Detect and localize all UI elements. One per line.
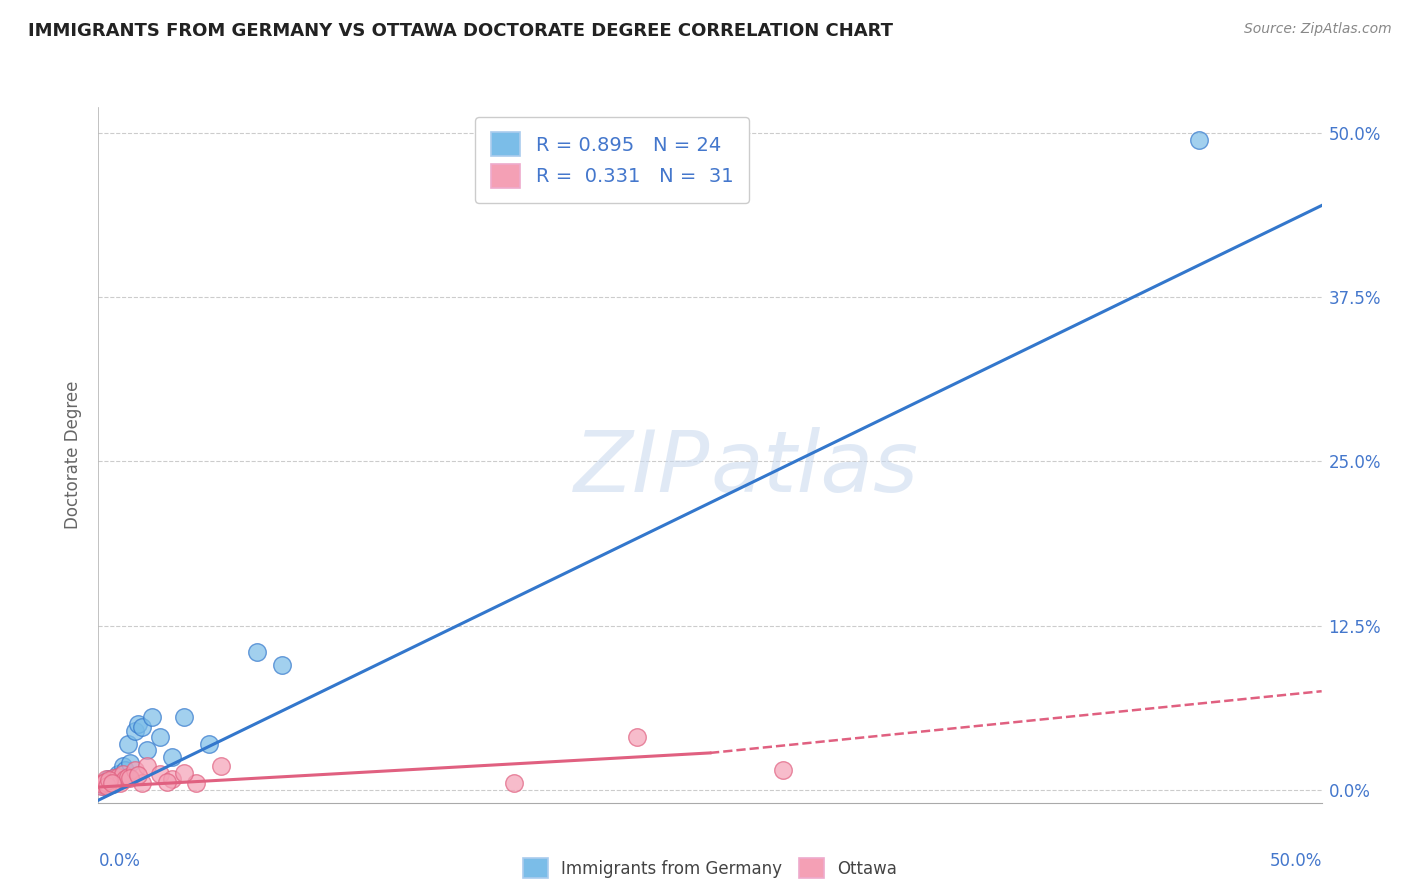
Point (626, 730, 648, 744)
Point (91, 779, 114, 793)
Point (107, 770, 129, 784)
Point (97, 772, 120, 787)
Point (101, 771, 124, 785)
Point (117, 737, 139, 751)
Point (100, 776, 122, 790)
Text: IMMIGRANTS FROM GERMANY VS OTTAWA DOCTORATE DEGREE CORRELATION CHART: IMMIGRANTS FROM GERMANY VS OTTAWA DOCTOR… (28, 22, 893, 40)
Point (131, 776, 153, 790)
Point (127, 717, 149, 731)
Point (114, 772, 136, 787)
Point (94, 772, 117, 787)
Point (91, 777, 114, 791)
Legend: Immigrants from Germany, Ottawa: Immigrants from Germany, Ottawa (516, 851, 904, 885)
Point (94, 776, 117, 790)
Point (131, 720, 153, 734)
Point (101, 777, 124, 791)
Point (111, 767, 134, 781)
Point (156, 774, 179, 789)
Point (270, 657, 294, 672)
Point (104, 770, 127, 784)
Point (127, 768, 149, 782)
Point (100, 774, 122, 789)
Y-axis label: Doctorate Degree: Doctorate Degree (65, 381, 83, 529)
Point (141, 710, 163, 724)
Point (111, 759, 134, 773)
Point (117, 770, 139, 784)
Point (173, 765, 195, 780)
Point (93, 774, 115, 789)
Point (149, 730, 172, 744)
Point (160, 749, 183, 764)
Point (160, 772, 183, 787)
Point (96, 779, 118, 793)
Text: atlas: atlas (710, 427, 918, 510)
Point (503, 776, 526, 790)
Point (98, 773, 121, 788)
Text: 50.0%: 50.0% (1270, 852, 1322, 870)
Point (124, 723, 146, 738)
Point (120, 771, 142, 785)
Text: Source: ZipAtlas.com: Source: ZipAtlas.com (1244, 22, 1392, 37)
Point (136, 759, 159, 773)
Point (209, 759, 232, 773)
Point (246, 645, 269, 659)
Point (110, 772, 132, 787)
Text: 0.0%: 0.0% (98, 852, 141, 870)
Text: ZIP: ZIP (574, 427, 710, 510)
Point (107, 767, 129, 781)
Point (90, 779, 112, 793)
Point (101, 776, 124, 790)
Point (91, 776, 114, 790)
Point (772, 763, 794, 777)
Point (173, 710, 195, 724)
Point (197, 737, 219, 751)
Point (136, 743, 159, 757)
Point (110, 776, 132, 790)
Point (149, 767, 172, 781)
Point (104, 773, 127, 788)
Point (114, 763, 136, 777)
Point (97, 777, 120, 791)
Point (124, 763, 146, 777)
Point (1188, 133, 1211, 147)
Point (186, 776, 208, 790)
Point (120, 756, 142, 771)
